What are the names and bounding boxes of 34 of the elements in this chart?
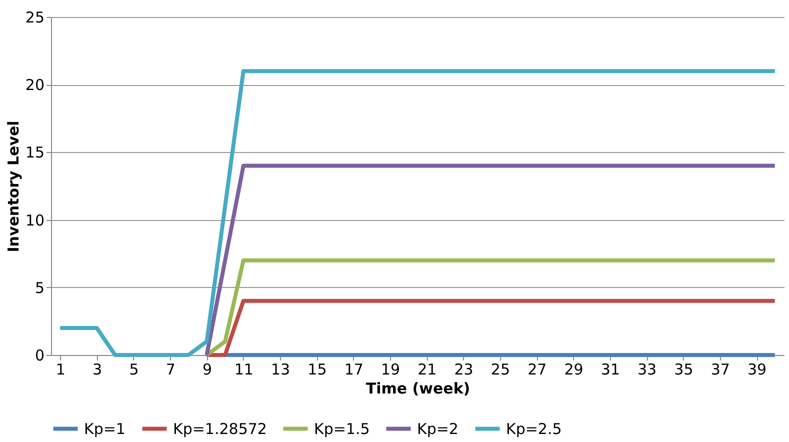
x-tick-label: 3 [92,360,102,378]
legend-label: Kp=2.5 [506,420,562,438]
x-tick-label: 23 [454,360,474,378]
legend-label: Kp=1 [84,420,126,438]
x-tick-label: 7 [166,360,176,378]
x-tick-label: 19 [380,360,400,378]
x-tick-label: 9 [202,360,212,378]
x-tick-label: 5 [129,360,139,378]
y-tick-label: 10 [25,211,44,230]
x-tick-label: 37 [710,360,730,378]
x-tick-label: 17 [344,360,364,378]
x-tick-label: 29 [564,360,584,378]
x-tick-label: 39 [747,360,767,378]
x-tick-label: 31 [600,360,620,378]
legend-label: Kp=2 [417,420,458,438]
legend-label: Kp=1.5 [314,420,370,438]
x-tick-label: 11 [234,360,254,378]
x-tick-label: 35 [674,360,694,378]
x-tick-label: 21 [418,360,437,378]
x-tick-label: 1 [56,360,66,378]
legend-label: Kp=1.28572 [173,420,267,438]
x-axis-title: Time (week) [366,380,470,398]
x-tick-label: 33 [638,360,657,378]
y-tick-label: 20 [25,76,44,94]
x-tick-label: 15 [308,360,327,378]
line-series [58,69,777,357]
y-tick-label: 5 [34,278,44,297]
y-tick-label: 25 [25,8,44,26]
y-axis-title: Inventory Level [4,120,22,252]
x-tick-label: 27 [528,360,547,378]
y-tick-label: 15 [25,144,44,162]
x-tick-label: 25 [490,360,510,378]
x-tick-label: 13 [271,360,290,378]
y-tick-label: 0 [34,346,44,364]
